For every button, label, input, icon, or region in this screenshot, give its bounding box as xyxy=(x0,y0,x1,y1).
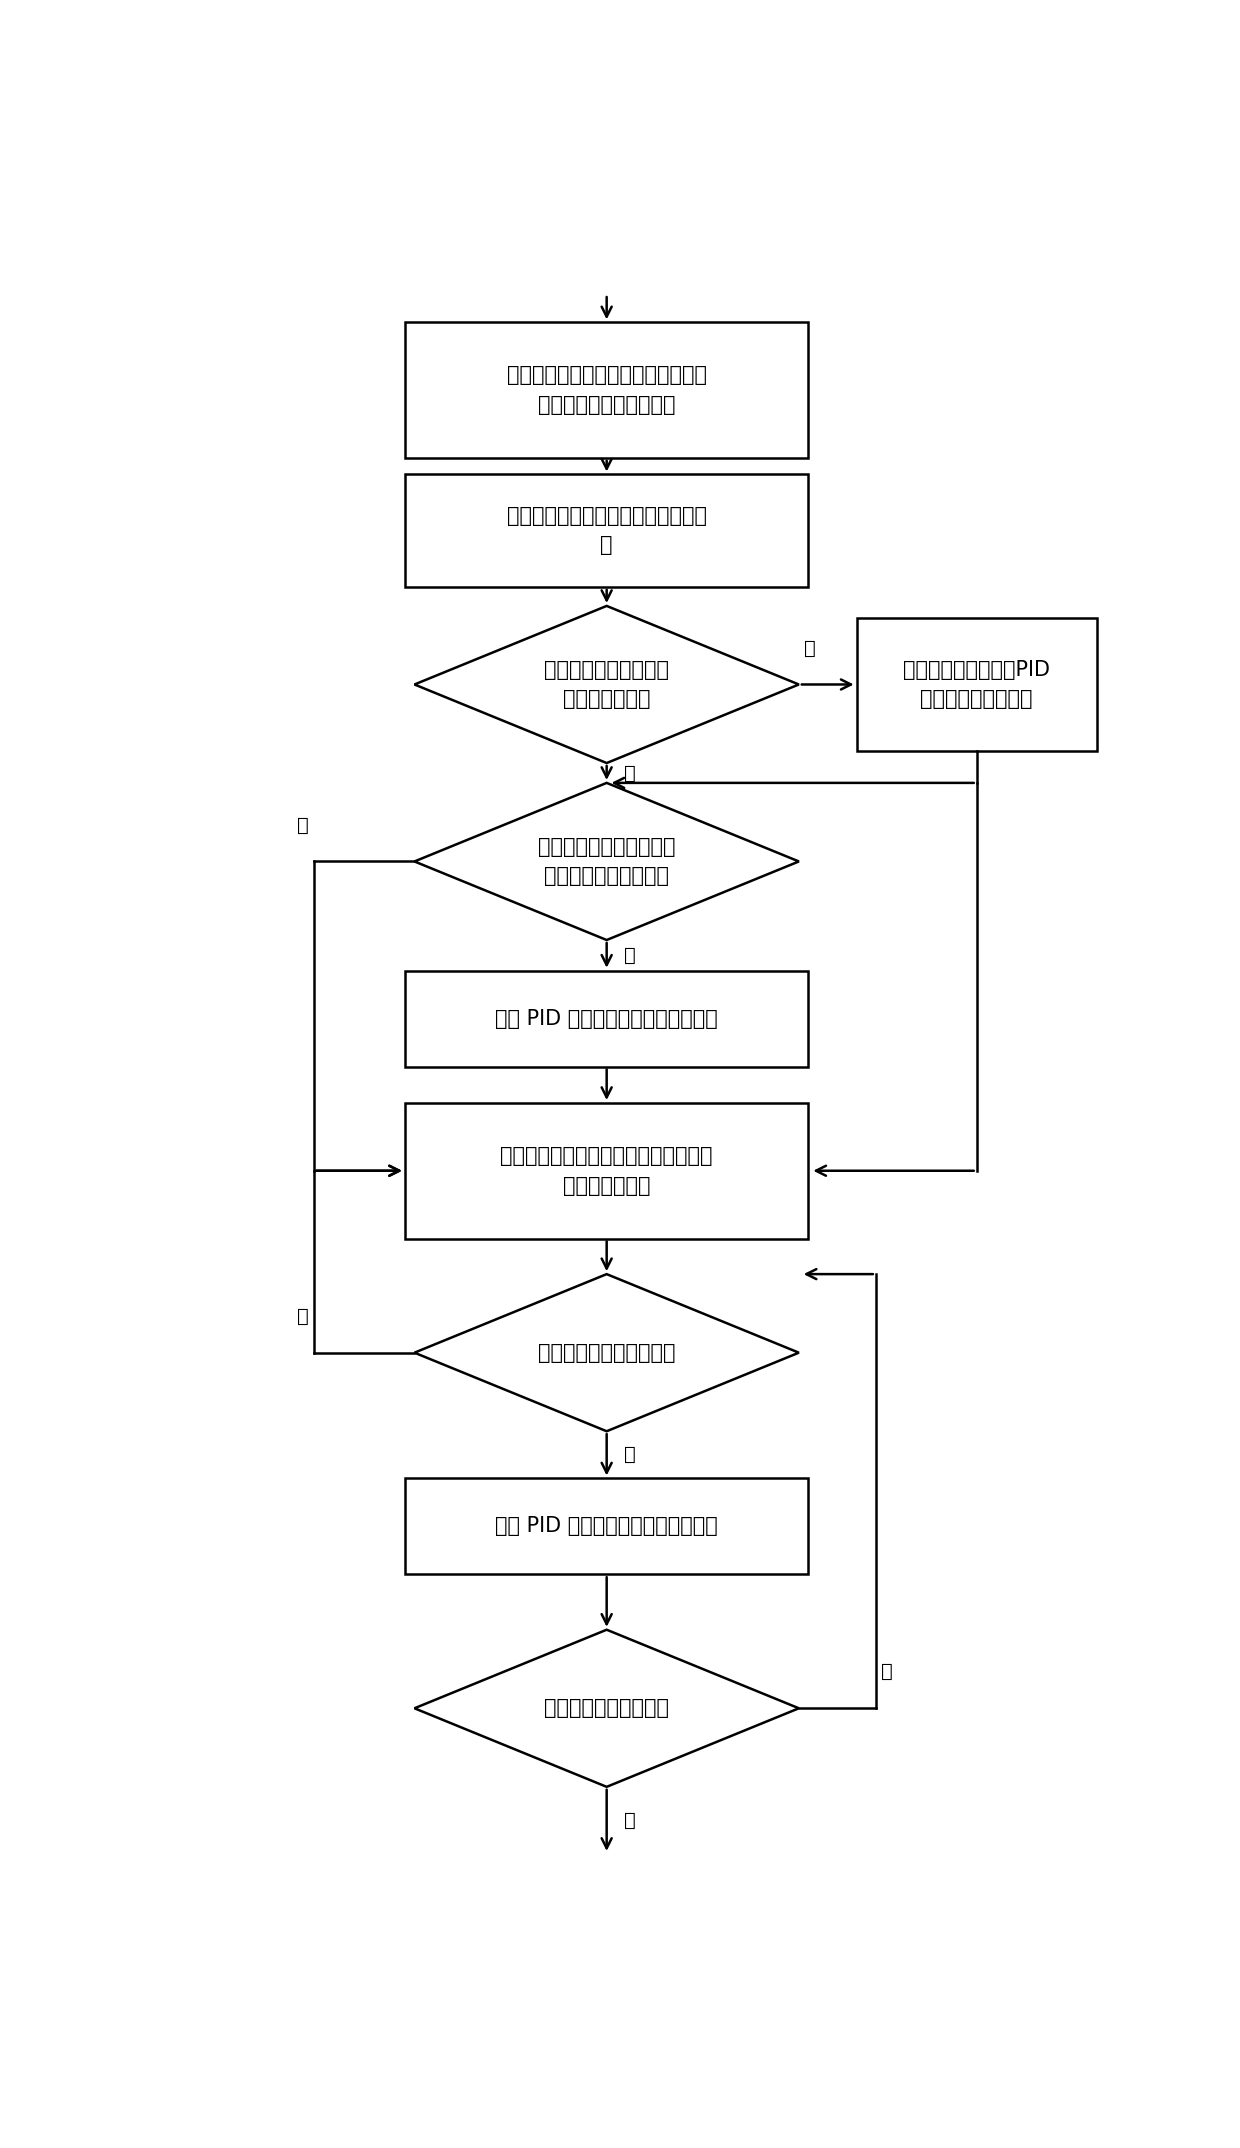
Text: 检测静压箱空气压力及变频器输出信
号: 检测静压箱空气压力及变频器输出信 号 xyxy=(507,507,707,556)
Text: 检测变频器输出信号是
否达到最大值？: 检测变频器输出信号是 否达到最大值？ xyxy=(544,659,670,709)
Text: 否: 否 xyxy=(624,1811,636,1830)
Text: 否: 否 xyxy=(624,945,636,964)
Text: 检测变频第一次检测压力
是否到达目低于标值？: 检测变频第一次检测压力 是否到达目低于标值？ xyxy=(538,838,676,887)
Text: 是: 是 xyxy=(624,1446,636,1465)
Bar xyxy=(404,971,808,1068)
Text: 是: 是 xyxy=(880,1663,893,1682)
Text: 是: 是 xyxy=(298,816,309,836)
Bar xyxy=(404,475,808,586)
Text: 主风机满负荷运行，PID
控制辅助风机转速。: 主风机满负荷运行，PID 控制辅助风机转速。 xyxy=(903,659,1050,709)
Bar xyxy=(857,619,1096,750)
Text: 优化计算，并输出优化后的转速输出信
号至执行部分。: 优化计算，并输出优化后的转速输出信 号至执行部分。 xyxy=(501,1145,713,1196)
Polygon shape xyxy=(414,1630,799,1787)
Text: 计算机输出信号，控制模块启动变频
器，增加主风机输入电压: 计算机输出信号，控制模块启动变频 器，增加主风机输入电压 xyxy=(507,365,707,415)
Bar xyxy=(404,1102,808,1239)
Text: 测压力是否低于目标值？: 测压力是否低于目标值？ xyxy=(538,1342,676,1362)
Polygon shape xyxy=(414,1274,799,1431)
Bar xyxy=(404,322,808,458)
Text: 否: 否 xyxy=(298,1306,309,1325)
Text: 采用 PID 控制方法增加输出电压信号: 采用 PID 控制方法增加输出电压信号 xyxy=(495,1010,718,1029)
Text: 否: 否 xyxy=(624,763,636,782)
Text: 是: 是 xyxy=(804,638,816,657)
Polygon shape xyxy=(414,782,799,941)
Text: 采用 PID 控制方法增加输出电压信号: 采用 PID 控制方法增加输出电压信号 xyxy=(495,1516,718,1536)
Bar xyxy=(404,1478,808,1574)
Text: 是否控制下一级压力？: 是否控制下一级压力？ xyxy=(544,1699,670,1718)
Polygon shape xyxy=(414,606,799,763)
